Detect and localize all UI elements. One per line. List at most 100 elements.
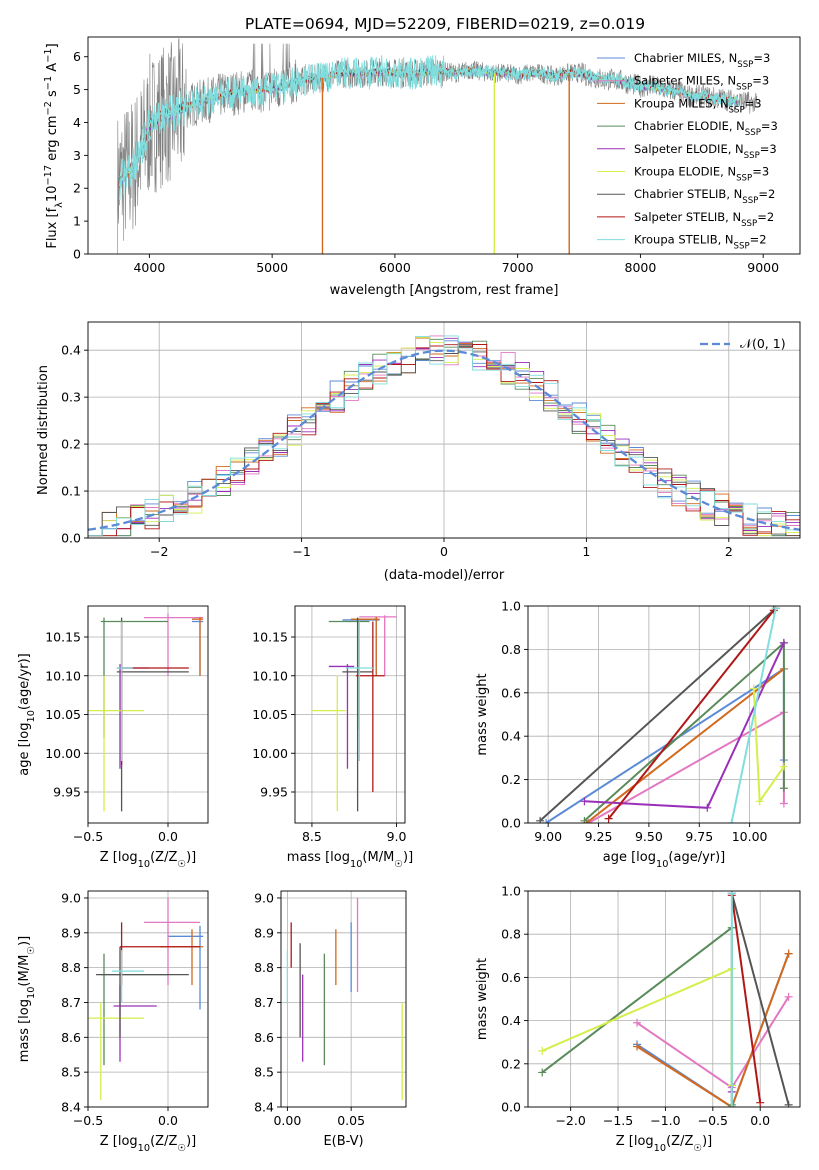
weight-vs-Z-ytick-label: 0.0 (501, 1100, 521, 1115)
age-vs-mass-ytick-label: 10.00 (252, 746, 288, 761)
weight-vs-age-marker-kroupa_elodie (749, 684, 758, 693)
residuals-xtick-label: −2 (150, 544, 168, 559)
spectrum-axes: 4000 5000 6000 7000 8000 9000 0 1 2 3 4 5 6 wavelengt… (43, 36, 801, 298)
mass-vs-ebv-xtick-label: 0.05 (337, 1113, 365, 1128)
weight-vs-age-ytick-label: 0.6 (501, 685, 521, 700)
weight-vs-Z-plot-area (538, 891, 793, 1107)
weight-vs-Z-marker-salpeter_miles (784, 992, 793, 1001)
residuals-plot-area (88, 335, 800, 537)
age-vs-mass-xtick-label: 9.0 (387, 829, 407, 844)
spectrum-ytick-label: 0 (73, 247, 81, 262)
mass-vs-Z-xtick-label: 0.0 (158, 1113, 178, 1128)
weight-vs-Z-ytick-label: 0.2 (501, 1056, 521, 1071)
weight-vs-age-marker-salpeter_miles (779, 799, 788, 808)
spectrum-xtick-label: 6000 (379, 260, 411, 275)
spectrum-legend-label: Kroupa ELODIE, NSSP=3 (634, 165, 769, 184)
mass-vs-ebv-ytick-label: 8.5 (254, 1065, 274, 1080)
weight-vs-age-ytick-label: 1.0 (501, 599, 521, 614)
residuals-ytick-label: 0.1 (61, 484, 81, 499)
normal-curve (88, 349, 800, 531)
weight-vs-age-xtick-label: 10.00 (732, 829, 768, 844)
spectrum-plot-area (117, 38, 758, 254)
spectrum-ytick-label: 6 (73, 49, 81, 64)
spectrum-legend: Chabrier MILES, NSSP=3 Salpeter MILES, NS… (597, 51, 778, 252)
weight-vs-age-axes: 9.00 9.25 9.50 9.75 10.00 0.0 0.2 0.4 0.6 0.8 1.0 a… (475, 599, 801, 870)
spectrum-model-kroupa-stelib-detail (119, 55, 740, 201)
age-vs-mass-plot-area (311, 615, 397, 812)
mass-vs-Z-ytick-label: 8.9 (61, 925, 81, 940)
age-vs-mass-xlabel: mass [log10(M/M☉)] (287, 850, 413, 870)
spectrum-xlabel: wavelength [Angstrom, rest frame] (330, 283, 559, 298)
weight-vs-Z-marker-kroupa_stelib (727, 1103, 736, 1107)
weight-vs-Z-marker-kroupa_miles (784, 949, 793, 958)
age-vs-Z-axes: −0.5 0.0 9.95 10.00 10.05 10.10 10.15 Z [log10(… (17, 605, 209, 870)
weight-vs-Z-marker-chabrier_elodie (538, 1068, 547, 1077)
spectrum-xtick-label: 4000 (133, 260, 165, 275)
mass-vs-ebv-ytick-label: 8.4 (254, 1100, 274, 1115)
weight-vs-age-ytick-label: 0.2 (501, 772, 521, 787)
weight-vs-Z-line-chabrier_stelib (730, 892, 790, 1106)
spectrum-legend-label: Kroupa MILES, NSSP=3 (634, 96, 762, 115)
age-vs-Z-ytick-label: 10.10 (45, 668, 81, 683)
spectrum-legend-label: Salpeter ELODIE, NSSP=3 (634, 142, 777, 161)
spectrum-ytick-label: 5 (73, 82, 81, 97)
age-vs-Z-xtick-label: 0.0 (158, 829, 178, 844)
weight-vs-Z-xtick-label: −1.5 (603, 1113, 633, 1128)
spectrum-legend-label: Salpeter STELIB, NSSP=2 (634, 210, 774, 229)
residual-legend-label: 𝒩(0, 1) (740, 336, 786, 351)
mass-vs-Z-axes: −0.5 0.0 8.4 8.5 8.6 8.7 8.8 8.9 9.0 Z [log10(Z/Z… (17, 890, 209, 1154)
spectrum-xtick-label: 7000 (502, 260, 534, 275)
figure-title: PLATE=0694, MJD=52209, FIBERID=0219, z=0… (245, 15, 645, 33)
spectrum-ylabel: Flux [fλ10−17 erg cm−2 s−1 A−1] (43, 43, 65, 248)
spectrum-frame (87, 36, 801, 255)
mass-vs-ebv-ytick-label: 8.9 (254, 925, 274, 940)
residuals-ytick-label: 0.0 (61, 531, 81, 546)
weight-vs-age-marker-chabrier_elodie (580, 816, 589, 823)
weight-vs-age-marker-kroupa_stelib (727, 819, 736, 823)
weight-vs-Z-ytick-label: 0.6 (501, 970, 521, 985)
spectrum-legend-label: Kroupa STELIB, NSSP=2 (634, 233, 767, 252)
weight-vs-age-line-chabrier_stelib (539, 607, 777, 822)
weight-vs-age-marker-chabrier_stelib (536, 816, 545, 823)
mass-vs-Z-xtick-label: −0.5 (73, 1113, 103, 1128)
mass-vs-Z-ytick-label: 9.0 (61, 890, 81, 905)
weight-vs-Z-marker-chabrier_stelib (784, 1100, 793, 1107)
age-vs-mass-ytick-label: 10.10 (252, 668, 288, 683)
residuals-xtick-label: 0 (440, 544, 448, 559)
age-vs-Z-xlabel: Z [log10(Z/Z☉)] (100, 850, 197, 870)
weight-vs-Z-axes: −2.0 −1.5 −1.0 −0.5 0.0 0.0 0.2 0.4 0.6 0.8 1.0 Z [… (475, 884, 801, 1154)
weight-vs-age-marker-salpeter_elodie (779, 638, 788, 647)
weight-vs-Z-xtick-label: −0.5 (698, 1113, 728, 1128)
age-vs-Z-ytick-label: 10.05 (45, 707, 81, 722)
mass-vs-Z-xlabel: Z [log10(Z/Z☉)] (100, 1134, 197, 1154)
weight-vs-age-marker-kroupa_stelib (771, 606, 780, 613)
weight-vs-age-line-kroupa_elodie (752, 688, 785, 805)
mass-vs-Z-ytick-label: 8.6 (61, 1030, 81, 1045)
spectrum-ytick-label: 3 (73, 148, 81, 163)
residuals-ylabel: Normed distribution (36, 365, 51, 495)
age-vs-Z-ytick-label: 10.15 (45, 630, 81, 645)
weight-vs-age-line-salpeter_elodie (584, 642, 785, 809)
spectrum-legend-label: Chabrier ELODIE, NSSP=3 (634, 119, 778, 138)
weight-vs-age-marker-salpeter_elodie (580, 797, 589, 806)
mass-vs-Z-plot-area (88, 897, 204, 1101)
age-vs-mass-xtick-label: 8.5 (302, 829, 322, 844)
weight-vs-age-line-kroupa_miles (585, 668, 785, 823)
age-vs-mass-ytick-label: 10.15 (252, 630, 288, 645)
mass-vs-Z-ytick-label: 8.5 (61, 1065, 81, 1080)
spectrum-ytick-label: 1 (73, 214, 81, 229)
weight-vs-age-xlabel: age [log10(age/yr)] (603, 850, 726, 870)
weight-vs-Z-ylabel: mass weight (475, 958, 490, 1040)
mass-vs-ebv-xtick-label: 0.00 (273, 1113, 301, 1128)
weight-vs-age-xtick-label: 9.75 (685, 829, 713, 844)
age-vs-Z-ylabel: age [log10(age/yr)] (17, 653, 37, 776)
weight-vs-age-ytick-label: 0.8 (501, 642, 521, 657)
mass-vs-ebv-xlabel: E(B-V) (323, 1134, 363, 1149)
residuals-ytick-label: 0.3 (61, 390, 81, 405)
age-vs-mass-ytick-label: 9.95 (260, 785, 288, 800)
weight-vs-Z-marker-kroupa_stelib (727, 891, 736, 898)
weight-vs-Z-marker-kroupa_elodie (538, 1046, 547, 1055)
mass-vs-ebv-ytick-label: 8.8 (254, 960, 274, 975)
residuals-ytick-label: 0.2 (61, 437, 81, 452)
